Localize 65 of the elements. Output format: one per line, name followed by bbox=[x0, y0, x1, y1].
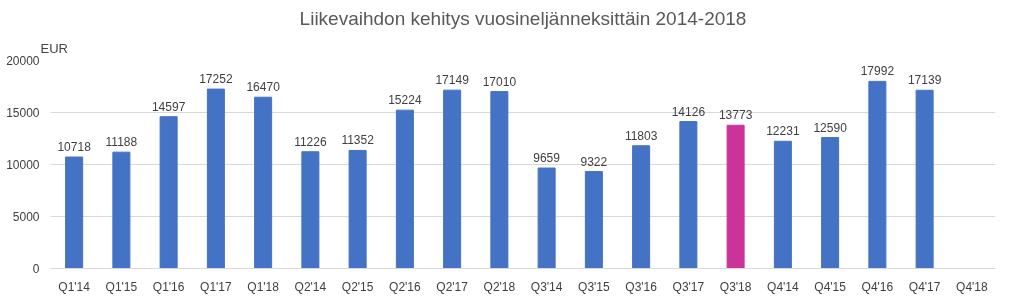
data-label: 17149 bbox=[435, 73, 470, 88]
data-label: 11803 bbox=[624, 128, 658, 143]
bar bbox=[112, 151, 131, 269]
x-tick-label: Q2'16 bbox=[389, 279, 422, 294]
data-label: 9322 bbox=[580, 154, 608, 169]
data-label: 16470 bbox=[246, 80, 281, 95]
data-label: 17010 bbox=[482, 74, 517, 89]
y-axis-title: EUR bbox=[40, 40, 68, 56]
bar bbox=[915, 89, 934, 269]
bar bbox=[301, 151, 320, 269]
x-tick-label: Q2'18 bbox=[483, 279, 516, 294]
data-label: 11352 bbox=[341, 133, 375, 148]
x-tick-label: Q4'18 bbox=[956, 279, 989, 294]
data-label: 11188 bbox=[105, 135, 138, 150]
x-tick-label: Q2'15 bbox=[341, 279, 374, 294]
x-tick-label: Q3'17 bbox=[672, 279, 705, 294]
bar bbox=[65, 156, 84, 269]
bar bbox=[632, 145, 651, 269]
x-tick-label: Q4'17 bbox=[908, 279, 941, 294]
data-label: 17139 bbox=[907, 73, 942, 88]
bar bbox=[679, 121, 698, 269]
y-tick-label: 5000 bbox=[12, 210, 40, 224]
x-tick-label: Q4'15 bbox=[814, 279, 847, 294]
data-label: 14126 bbox=[671, 104, 706, 119]
bar bbox=[584, 171, 603, 269]
bar bbox=[395, 109, 414, 269]
data-label: 15224 bbox=[388, 93, 422, 108]
y-tick-label: 0 bbox=[32, 262, 40, 276]
chart-title: Liikevaihdon kehitys vuosineljänneksittäin 2014-2018 bbox=[299, 7, 747, 29]
bar bbox=[537, 167, 556, 269]
data-label: 17992 bbox=[860, 64, 895, 79]
x-tick-label: Q3'18 bbox=[719, 279, 752, 294]
data-label: 17252 bbox=[199, 72, 233, 87]
x-tick-label: Q2'14 bbox=[294, 279, 327, 294]
x-tick-label: Q1'14 bbox=[58, 279, 91, 294]
x-tick-label: Q1'15 bbox=[105, 279, 138, 294]
data-label: 10718 bbox=[57, 140, 92, 155]
x-tick-label: Q1'18 bbox=[247, 279, 280, 294]
bar bbox=[490, 91, 509, 269]
bar bbox=[254, 96, 273, 269]
data-label: 12590 bbox=[813, 120, 848, 135]
data-label: 13773 bbox=[718, 108, 753, 123]
x-tick-label: Q1'17 bbox=[200, 279, 233, 294]
y-tick-label: 15000 bbox=[6, 106, 40, 120]
data-label: 11226 bbox=[294, 134, 327, 149]
x-tick-label: Q3'14 bbox=[530, 279, 563, 294]
x-tick-label: Q3'16 bbox=[625, 279, 658, 294]
bar bbox=[206, 88, 225, 269]
x-tick-label: Q4'16 bbox=[861, 279, 894, 294]
data-label: 12231 bbox=[766, 124, 800, 139]
bar bbox=[868, 80, 887, 269]
bar bbox=[821, 137, 840, 269]
bar bbox=[348, 149, 367, 269]
bar bbox=[773, 140, 792, 269]
bar bbox=[159, 116, 178, 269]
data-label: 9659 bbox=[533, 151, 561, 166]
y-tick-label: 20000 bbox=[6, 54, 40, 68]
data-label: 14597 bbox=[151, 99, 186, 114]
x-tick-label: Q3'15 bbox=[578, 279, 611, 294]
x-tick-label: Q1'16 bbox=[152, 279, 185, 294]
bar bbox=[443, 89, 462, 269]
x-tick-label: Q2'17 bbox=[436, 279, 469, 294]
x-tick-label: Q4'14 bbox=[767, 279, 800, 294]
y-tick-label: 10000 bbox=[6, 158, 40, 172]
bar bbox=[726, 124, 745, 269]
